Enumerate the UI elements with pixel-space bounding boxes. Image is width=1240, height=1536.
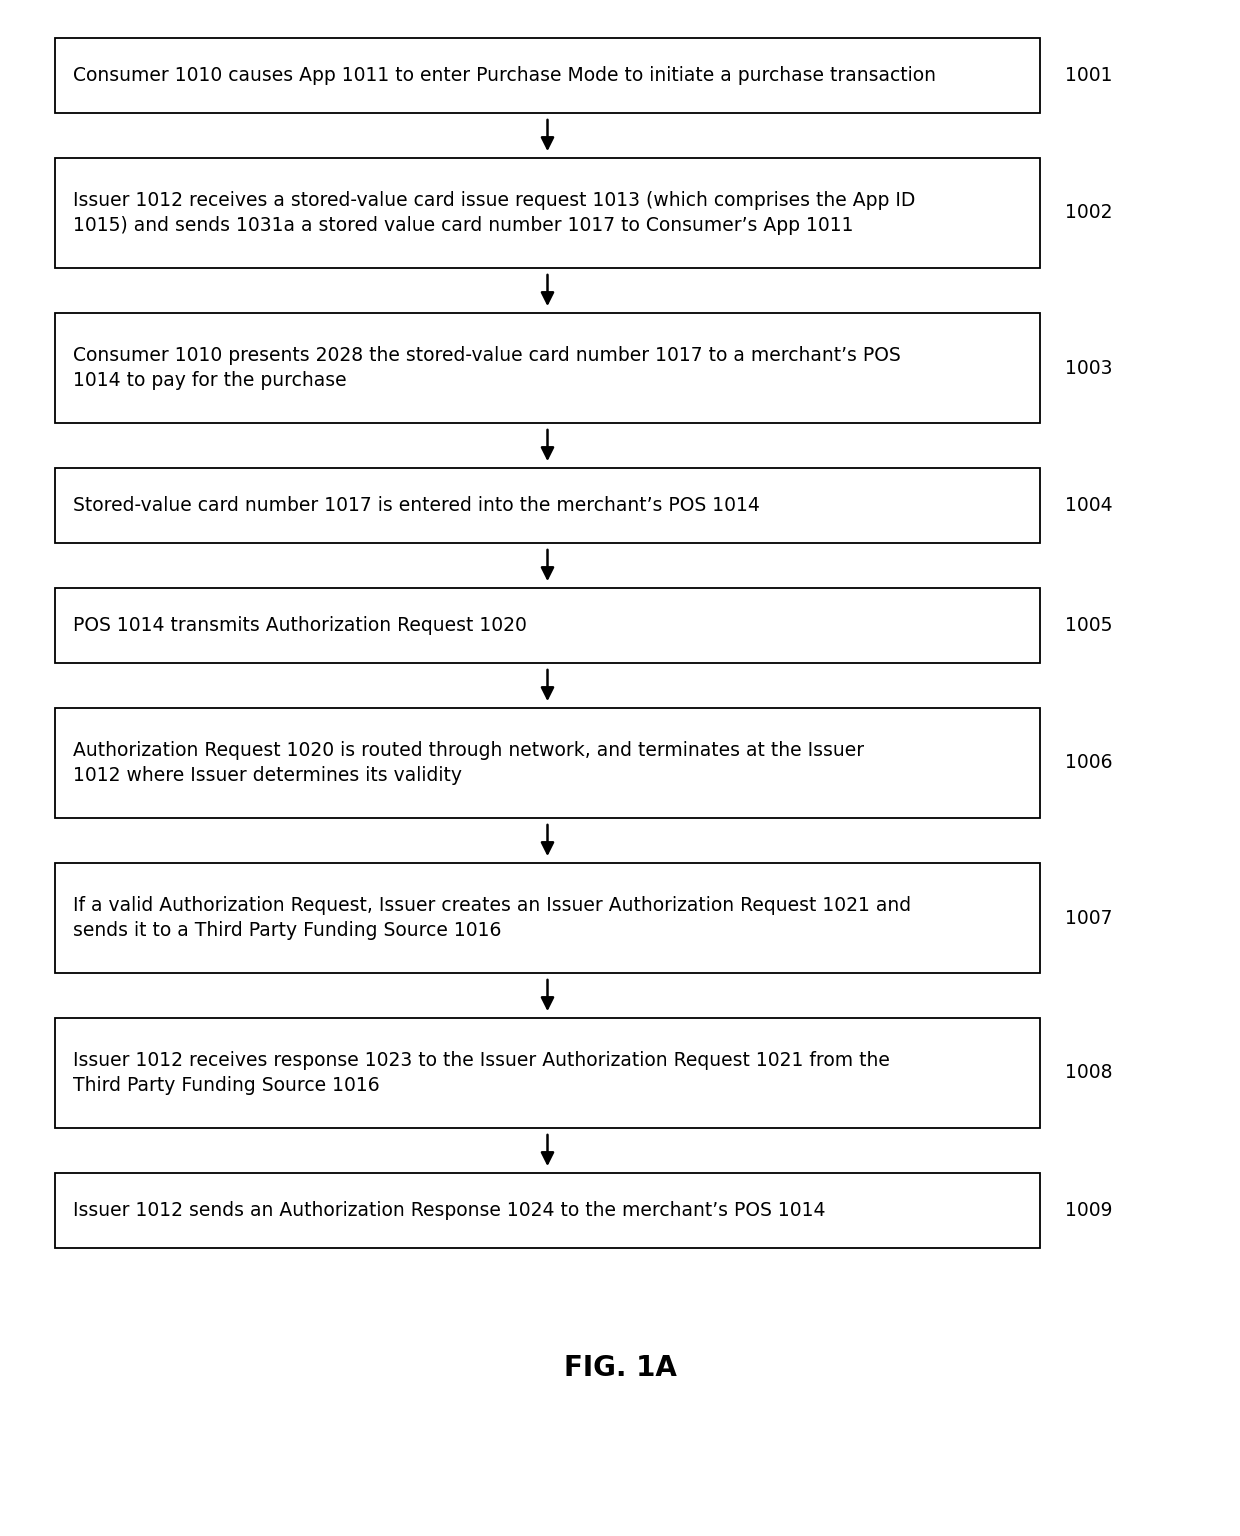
Text: Issuer 1012 receives a stored-value card issue request 1013 (which comprises the: Issuer 1012 receives a stored-value card… [73,190,915,235]
Text: 1002: 1002 [1065,203,1112,223]
Text: 1003: 1003 [1065,358,1112,378]
Text: 1009: 1009 [1065,1201,1112,1220]
Bar [55,1018,1040,1127]
Bar [55,863,1040,972]
Bar [55,708,1040,819]
Text: Consumer 1010 presents 2028 the stored-value card number 1017 to a merchant’s PO: Consumer 1010 presents 2028 the stored-v… [73,346,900,390]
Text: 1008: 1008 [1065,1063,1112,1083]
Text: Issuer 1012 sends an Authorization Response 1024 to the merchant’s POS 1014: Issuer 1012 sends an Authorization Respo… [73,1201,826,1220]
Bar [55,313,1040,422]
Bar [55,1174,1040,1247]
Text: 1007: 1007 [1065,908,1112,928]
Text: Consumer 1010 causes App 1011 to enter Purchase Mode to initiate a purchase tran: Consumer 1010 causes App 1011 to enter P… [73,66,936,84]
Text: 1001: 1001 [1065,66,1112,84]
Bar [55,158,1040,267]
Text: If a valid Authorization Request, Issuer creates an Issuer Authorization Request: If a valid Authorization Request, Issuer… [73,895,911,940]
Text: Authorization Request 1020 is routed through network, and terminates at the Issu: Authorization Request 1020 is routed thr… [73,740,864,785]
Text: Issuer 1012 receives response 1023 to the Issuer Authorization Request 1021 from: Issuer 1012 receives response 1023 to th… [73,1051,890,1095]
Bar [55,468,1040,544]
Text: FIG. 1A: FIG. 1A [563,1355,677,1382]
Text: 1006: 1006 [1065,754,1112,773]
Text: Stored-value card number 1017 is entered into the merchant’s POS 1014: Stored-value card number 1017 is entered… [73,496,760,515]
Bar [55,588,1040,664]
Text: 1004: 1004 [1065,496,1112,515]
Text: 1005: 1005 [1065,616,1112,634]
Text: POS 1014 transmits Authorization Request 1020: POS 1014 transmits Authorization Request… [73,616,527,634]
Bar [55,38,1040,114]
